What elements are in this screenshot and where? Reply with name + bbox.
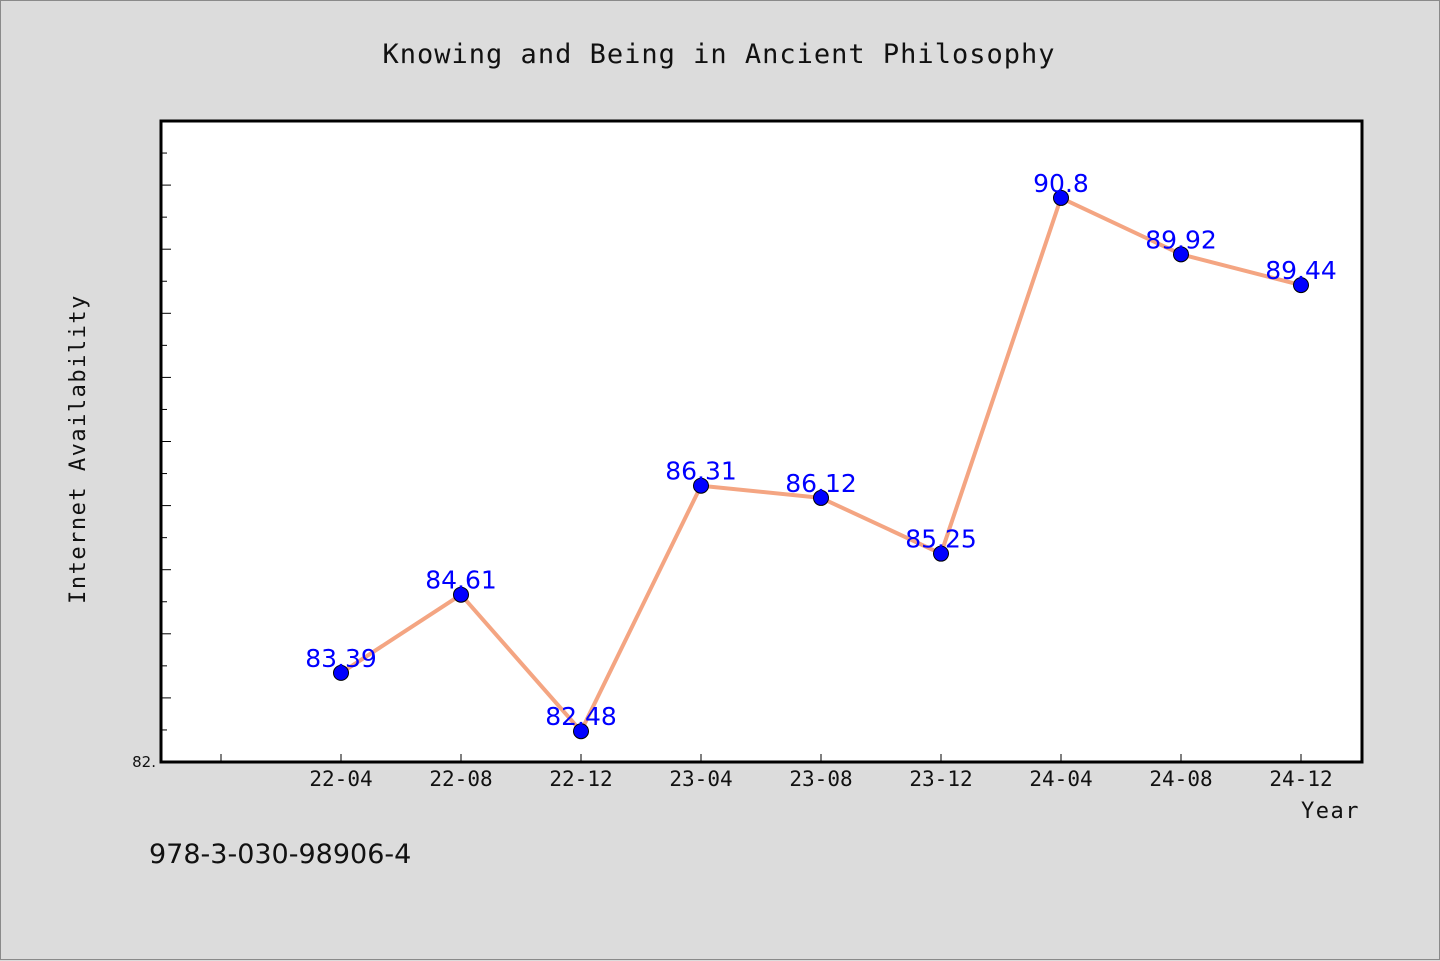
data-label: 82.48 [545, 702, 617, 731]
data-label: 89.92 [1145, 225, 1217, 254]
x-tick-label: 23-04 [669, 767, 732, 791]
x-tick-label: 24-12 [1269, 767, 1332, 791]
data-point-marker [1053, 189, 1069, 206]
y-axis-label: Internet Availability [66, 294, 91, 604]
x-axis-tick-labels: 22-04 22-08 22-12 23-04 23-08 23-12 24-04 24-08… [309, 767, 1332, 791]
data-point-marker [813, 489, 829, 506]
data-label: 90.8 [1033, 169, 1089, 198]
data-point-marker [693, 477, 709, 494]
x-tick-label: 24-08 [1149, 767, 1212, 791]
x-tick-label: 24-04 [1029, 767, 1092, 791]
x-tick-label: 23-12 [909, 767, 972, 791]
data-label: 84.61 [425, 566, 497, 595]
plot-area [159, 119, 1364, 764]
data-label: 85.25 [905, 525, 977, 554]
data-point-marker [1293, 277, 1309, 294]
data-label: 83.39 [305, 644, 377, 673]
data-point-marker [933, 545, 949, 562]
data-label: 86.12 [785, 469, 857, 498]
x-tick-label: 22-04 [309, 767, 372, 791]
chart-title: Knowing and Being in Ancient Philosophy [383, 39, 1056, 70]
data-labels: 83.39 84.61 82.48 86.31 86.12 85.25 90.8 89.92 8… [305, 169, 1337, 731]
data-label: 89.44 [1265, 256, 1337, 285]
data-label: 86.31 [665, 457, 737, 486]
data-point-marker [453, 586, 469, 603]
x-tick-label: 22-08 [429, 767, 492, 791]
y-axis-min-label: 82. [132, 753, 156, 771]
isbn-footer: 978-3-030-98906-4 [149, 839, 411, 870]
x-axis-ticks [220, 754, 1302, 762]
data-point-marker [333, 664, 349, 681]
data-point-marker [1173, 246, 1189, 263]
x-tick-label: 23-08 [789, 767, 852, 791]
x-axis-label: Year [1301, 799, 1360, 824]
x-tick-label: 22-12 [549, 767, 612, 791]
data-points [333, 189, 1309, 740]
y-axis-ticks [161, 120, 171, 763]
data-point-marker [573, 723, 589, 740]
